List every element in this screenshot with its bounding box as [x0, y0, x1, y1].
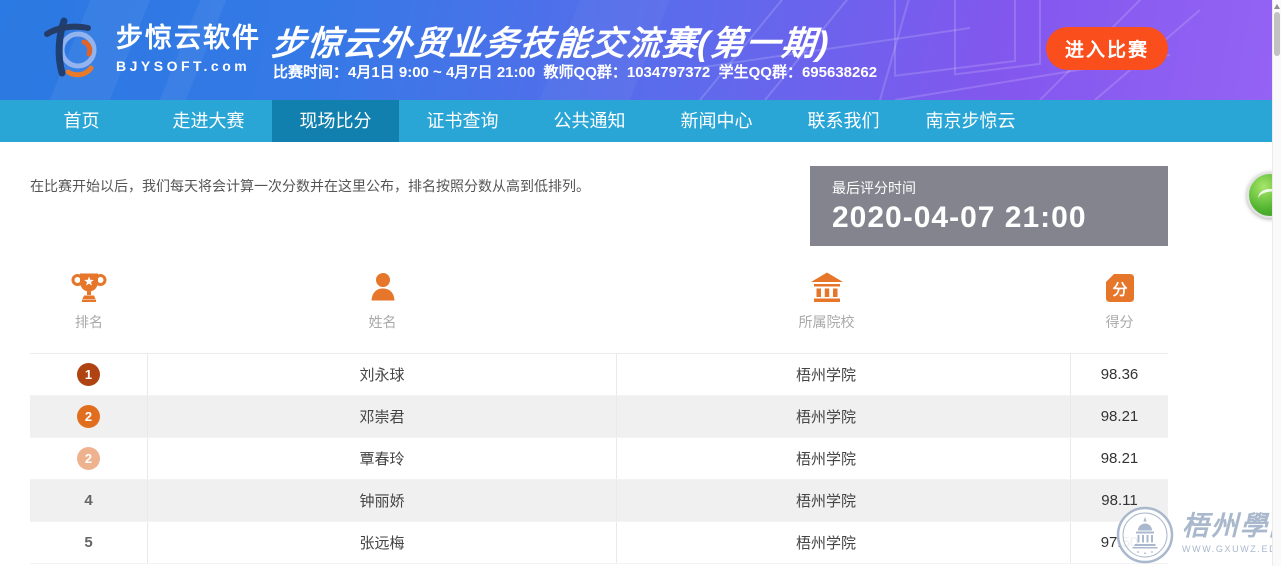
ranking-notice-text: 在比赛开始以后，我们每天将会计算一次分数并在这里公布，排名按照分数从高到低排列。: [30, 178, 590, 194]
logo-text: 步惊云软件 BJYSOFT.com: [116, 22, 261, 75]
rank-cell: 2: [30, 396, 148, 437]
vertical-scrollbar[interactable]: [1272, 0, 1281, 566]
watermark-text: 梧州學院 WWW.GXUWZ.EDU.CN: [1182, 506, 1281, 564]
nav-item-about-competition[interactable]: 走进大赛: [172, 111, 245, 131]
table-header-row: 排名 姓名 所属院校: [30, 270, 1168, 353]
column-label-school: 所属院校: [798, 314, 855, 330]
trophy-icon: [71, 273, 107, 302]
institution-icon: [810, 272, 843, 302]
rank-cell: 2: [30, 438, 148, 479]
score-cell: 98.21: [1100, 450, 1139, 467]
school-cell: 梧州学院: [617, 396, 1071, 437]
nav-item-news-center[interactable]: 新闻中心: [680, 111, 753, 131]
column-label-rank: 排名: [75, 314, 103, 330]
bjysoft-logo-icon: [44, 17, 97, 78]
nav-item-certificate-query[interactable]: 证书查询: [426, 111, 499, 131]
logo[interactable]: 步惊云软件 BJYSOFT.com: [34, 15, 261, 83]
rank-badge: 2: [77, 447, 100, 470]
rank-cell: 5: [30, 522, 148, 563]
table-row: 2 覃春玲 梧州学院 98.21: [30, 438, 1168, 480]
table-row: 2 邓崇君 梧州学院 98.21: [30, 396, 1168, 438]
nav-item-live-scores[interactable]: 现场比分: [272, 100, 399, 142]
scrollbar-up-arrow-icon[interactable]: [1274, 4, 1280, 9]
nav-item-public-notices[interactable]: 公共通知: [553, 111, 626, 131]
table-row: 1 刘永球 梧州学院 98.36: [30, 354, 1168, 396]
scrollbar-thumb[interactable]: [1274, 12, 1280, 56]
rank-number: 4: [84, 492, 93, 509]
rank-number: 5: [84, 534, 93, 551]
nav-item-nanjing-bjy[interactable]: 南京步惊云: [925, 111, 1016, 131]
university-seal-icon: [1116, 506, 1174, 564]
column-label-score: 得分: [1105, 314, 1134, 330]
watermark-url: WWW.GXUWZ.EDU.CN: [1182, 544, 1281, 555]
column-label-name: 姓名: [368, 314, 397, 330]
name-cell: 邓崇君: [148, 396, 617, 437]
nav-item-contact-us[interactable]: 联系我们: [807, 111, 880, 131]
rank-badge: 2: [77, 405, 100, 428]
rank-cell: 1: [30, 354, 148, 395]
rank-cell: 4: [30, 480, 148, 521]
wuzhou-university-watermark: 梧州學院 WWW.GXUWZ.EDU.CN: [1116, 506, 1281, 564]
score-cell: 98.21: [1100, 408, 1139, 425]
column-header-name: 姓名: [148, 270, 617, 353]
site-header: 步惊云软件 BJYSOFT.com 步惊云外贸业务技能交流赛(第一期) 比赛时间…: [0, 0, 1273, 100]
logo-domain: BJYSOFT.com: [116, 58, 251, 75]
column-header-school: 所属院校: [617, 270, 1071, 353]
competition-title: 步惊云外贸业务技能交流赛(第一期): [270, 25, 832, 63]
logo-name: 步惊云软件: [116, 22, 261, 53]
school-cell: 梧州学院: [617, 480, 1071, 521]
last-score-time-label: 最后评分时间: [832, 180, 916, 196]
school-cell: 梧州学院: [617, 438, 1071, 479]
table-body: 1 刘永球 梧州学院 98.36 2 邓崇君 梧州学院 98.21 2 覃春玲 …: [30, 353, 1168, 564]
last-score-time-box: 最后评分时间 2020-04-07 21:00: [810, 166, 1168, 246]
column-header-rank: 排名: [30, 270, 148, 353]
school-cell: 梧州学院: [617, 354, 1071, 395]
school-cell: 梧州学院: [617, 522, 1071, 563]
score-cell: 98.11: [1101, 492, 1138, 509]
score-ranking-table: 排名 姓名 所属院校: [30, 270, 1168, 564]
score-cell: 98.36: [1100, 366, 1139, 383]
user-icon: [371, 273, 394, 301]
name-cell: 钟丽娇: [148, 480, 617, 521]
table-row: 4 钟丽娇 梧州学院 98.11: [30, 480, 1168, 522]
name-cell: 覃春玲: [148, 438, 617, 479]
score-badge-icon: 分: [1105, 274, 1134, 302]
name-cell: 张远梅: [148, 522, 617, 563]
rank-badge: 1: [77, 363, 100, 386]
last-score-time-value: 2020-04-07 21:00: [832, 201, 1087, 234]
table-row: 5 张远梅 梧州学院 97.50: [30, 522, 1168, 564]
nav-item-home[interactable]: 首页: [63, 111, 100, 131]
enter-competition-button[interactable]: 进入比赛: [1046, 27, 1168, 70]
competition-schedule-info: 比赛时间：4月1日 9:00 ~ 4月7日 21:00 教师QQ群：103479…: [273, 64, 878, 81]
watermark-title: 梧州學院: [1182, 511, 1281, 541]
column-header-score: 分 得分: [1071, 270, 1168, 353]
main-nav: 首页 走进大赛 现场比分 证书查询 公共通知 新闻中心 联系我们 南京步惊云: [0, 100, 1273, 142]
name-cell: 刘永球: [148, 354, 617, 395]
score-badge-char: 分: [1112, 282, 1127, 299]
